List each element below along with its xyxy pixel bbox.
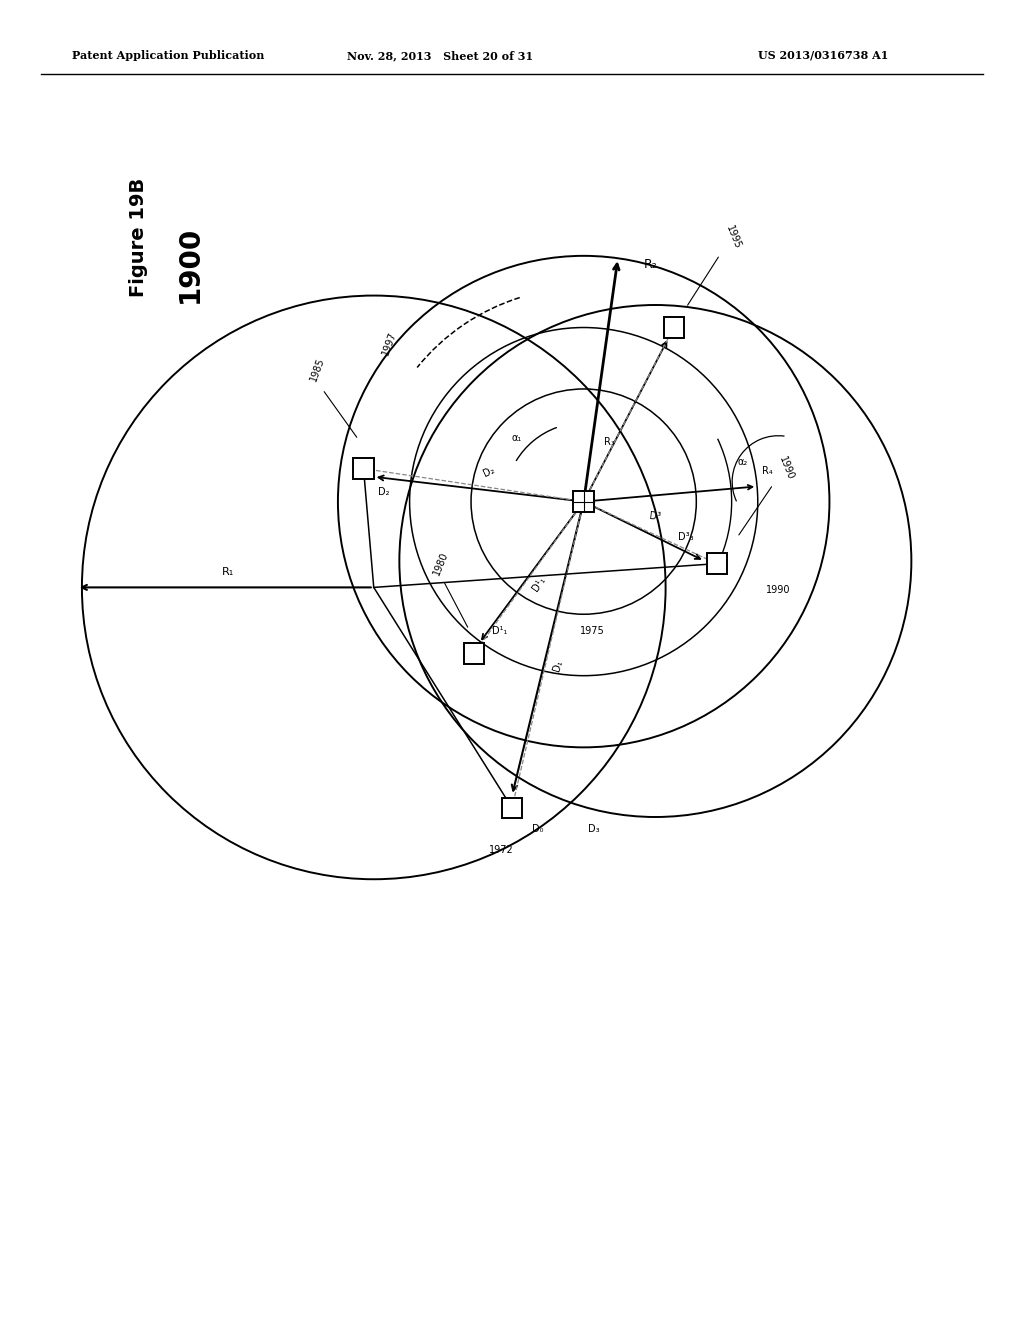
- Bar: [464, 643, 484, 664]
- Text: 1975: 1975: [580, 626, 604, 636]
- Bar: [573, 491, 594, 512]
- Bar: [707, 553, 727, 574]
- Text: R₄: R₄: [762, 466, 773, 475]
- Text: R₃: R₃: [604, 437, 615, 447]
- Bar: [502, 797, 522, 818]
- Text: D₀: D₀: [531, 824, 544, 834]
- Text: US 2013/0316738 A1: US 2013/0316738 A1: [758, 50, 888, 61]
- Text: α₁: α₁: [512, 433, 522, 444]
- Text: R₁: R₁: [222, 566, 233, 577]
- Text: 1990: 1990: [777, 455, 796, 482]
- Text: 1995: 1995: [724, 224, 742, 251]
- Text: 1972: 1972: [489, 845, 514, 855]
- Text: D³₃: D³₃: [678, 532, 694, 543]
- Text: D¹₁: D¹₁: [530, 576, 548, 593]
- Text: 1997: 1997: [380, 330, 398, 356]
- Text: Patent Application Publication: Patent Application Publication: [72, 50, 264, 61]
- Bar: [353, 458, 374, 479]
- Text: Figure 19B: Figure 19B: [129, 178, 147, 297]
- Text: D¹₁: D¹₁: [492, 626, 508, 636]
- Text: 1985: 1985: [308, 356, 327, 383]
- Bar: [664, 317, 684, 338]
- Text: 1900: 1900: [175, 226, 204, 302]
- Text: D₂: D₂: [378, 487, 390, 498]
- Text: α₂: α₂: [737, 457, 748, 467]
- Text: 1990: 1990: [766, 585, 791, 595]
- Text: D₂: D₂: [481, 465, 497, 479]
- Text: D₁: D₁: [552, 659, 564, 672]
- Text: 1980: 1980: [431, 550, 450, 577]
- Text: R₂: R₂: [643, 259, 657, 272]
- Text: Nov. 28, 2013   Sheet 20 of 31: Nov. 28, 2013 Sheet 20 of 31: [347, 50, 534, 61]
- Text: D₃: D₃: [588, 824, 600, 834]
- Text: D³: D³: [649, 511, 662, 523]
